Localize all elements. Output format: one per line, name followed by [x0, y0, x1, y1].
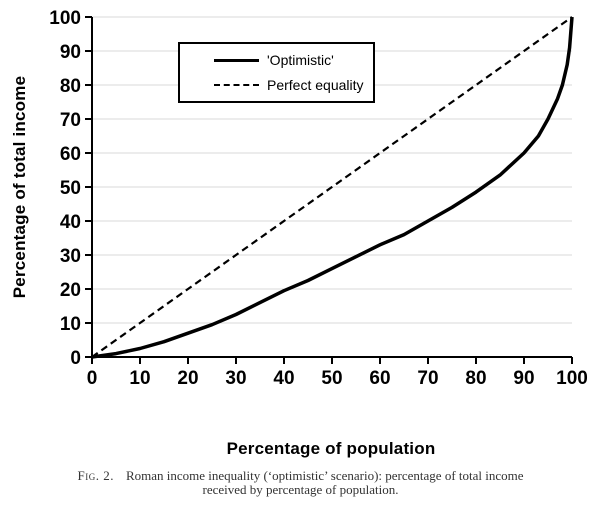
- svg-text:70: 70: [60, 110, 81, 131]
- caption-figure-number: Fig. 2.: [77, 468, 114, 483]
- perfect-equality-line: [91, 16, 573, 358]
- svg-text:90: 90: [60, 42, 81, 63]
- svg-text:50: 50: [321, 368, 342, 389]
- legend-item-optimistic: 'Optimistic': [214, 52, 373, 68]
- svg-text:30: 30: [225, 368, 246, 389]
- figure-caption: Fig. 2. Roman income inequality (‘optimis…: [60, 469, 542, 496]
- chart-legend: 'Optimistic' Perfect equality: [178, 42, 375, 103]
- svg-text:100: 100: [556, 368, 588, 389]
- svg-text:40: 40: [273, 368, 294, 389]
- svg-text:70: 70: [417, 368, 438, 389]
- svg-text:10: 10: [60, 314, 81, 335]
- dashed-line-swatch-icon: [214, 83, 259, 86]
- solid-line-swatch-icon: [214, 58, 259, 63]
- svg-text:20: 20: [60, 280, 81, 301]
- legend-label-optimistic: 'Optimistic': [267, 52, 334, 69]
- svg-text:100: 100: [49, 8, 81, 29]
- svg-text:90: 90: [513, 368, 534, 389]
- svg-text:20: 20: [177, 368, 198, 389]
- svg-text:30: 30: [60, 246, 81, 267]
- legend-label-perfect-equality: Perfect equality: [267, 76, 364, 93]
- caption-text: Roman income inequality (‘optimistic’ sc…: [125, 468, 524, 497]
- svg-text:50: 50: [60, 178, 81, 199]
- svg-text:40: 40: [60, 212, 81, 233]
- svg-text:60: 60: [369, 368, 390, 389]
- svg-text:80: 80: [465, 368, 486, 389]
- legend-item-perfect-equality: Perfect equality: [214, 77, 373, 93]
- svg-text:80: 80: [60, 76, 81, 97]
- tick-marks: [85, 16, 573, 364]
- svg-text:10: 10: [129, 368, 150, 389]
- svg-text:0: 0: [70, 348, 81, 369]
- svg-text:0: 0: [87, 368, 98, 389]
- optimistic-curve: [91, 16, 574, 359]
- x-axis-title: Percentage of population: [226, 439, 436, 458]
- y-axis-title: Percentage of total income: [10, 75, 29, 299]
- svg-text:60: 60: [60, 144, 81, 165]
- x-tick-labels: 0 10 20 30 40 50 60 70 80 90 100: [87, 368, 588, 389]
- y-tick-labels: 0 10 20 30 40 50 60 70 80 90 100: [49, 8, 81, 369]
